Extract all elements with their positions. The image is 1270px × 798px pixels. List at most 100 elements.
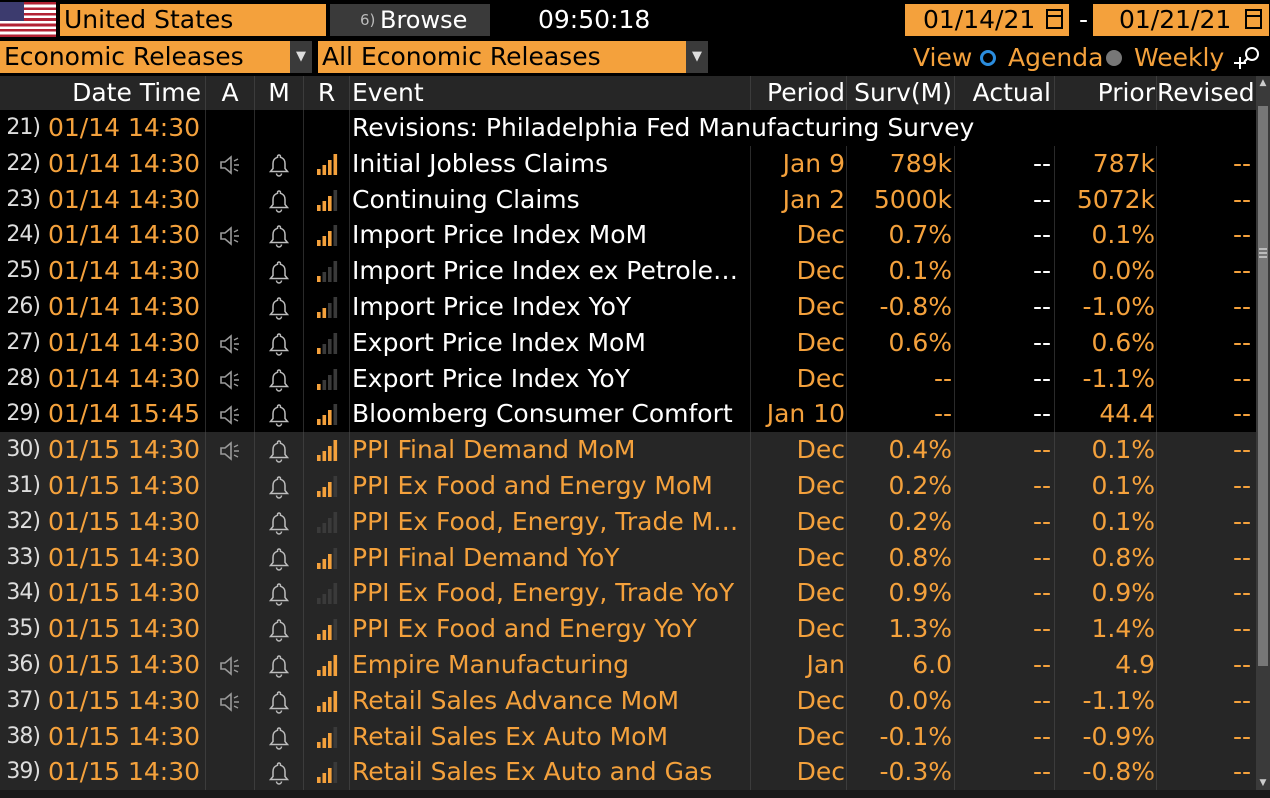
alert-cell[interactable] <box>206 754 254 790</box>
alert-cell[interactable] <box>206 540 254 576</box>
vertical-scrollbar[interactable]: ▲ ▼ <box>1256 76 1270 790</box>
table-row[interactable]: 28) 01/14 14:30 Export Price Index YoY Dec -… <box>0 360 1270 397</box>
scrollbar-thumb[interactable] <box>1258 106 1268 666</box>
bell-icon[interactable] <box>268 224 290 249</box>
row-number[interactable]: 29) <box>6 401 41 427</box>
monitor-cell[interactable] <box>255 754 303 790</box>
speaker-icon[interactable] <box>218 441 242 461</box>
table-row[interactable]: 24) 01/14 14:30 Import Price Index MoM Dec 0… <box>0 217 1270 254</box>
monitor-cell[interactable] <box>255 182 303 218</box>
subset-dropdown[interactable]: All Economic Releases ▼ <box>318 41 708 73</box>
header-prior[interactable]: Prior <box>1097 78 1155 107</box>
table-row[interactable]: 35) 01/15 14:30 PPI Ex Food and Energy YoY… <box>0 611 1270 647</box>
table-row[interactable]: 21) 01/14 14:30 Revisions: Philadelphia Fe… <box>0 110 1270 146</box>
header-actual[interactable]: Actual <box>972 78 1051 107</box>
table-row[interactable]: 25) 01/14 14:30 Import Price Index ex Petr… <box>0 253 1270 289</box>
speaker-icon[interactable] <box>218 334 242 354</box>
row-event[interactable]: PPI Ex Food and Energy YoY <box>352 614 697 644</box>
row-event[interactable]: Retail Sales Ex Auto and Gas <box>352 757 713 787</box>
bell-icon[interactable] <box>268 547 290 571</box>
row-event[interactable]: PPI Ex Food, Energy, Trade Mo… <box>352 506 750 536</box>
row-number[interactable]: 37) <box>6 687 41 713</box>
table-row[interactable]: 32) 01/15 14:30 PPI Ex Food, Energy, Trade… <box>0 503 1270 540</box>
speaker-icon[interactable] <box>218 369 242 390</box>
header-event[interactable]: Event <box>352 78 424 107</box>
monitor-cell[interactable] <box>255 146 303 182</box>
monitor-cell[interactable] <box>255 361 303 397</box>
table-row[interactable]: 27) 01/14 14:30 Export Price Index MoM Dec 0… <box>0 324 1270 361</box>
bell-icon[interactable] <box>268 582 290 607</box>
row-number[interactable]: 30) <box>6 437 41 463</box>
header-datetime[interactable]: Date Time <box>72 78 201 107</box>
row-event[interactable]: PPI Final Demand MoM <box>352 435 636 465</box>
monitor-cell[interactable] <box>255 719 303 755</box>
row-event[interactable]: PPI Final Demand YoY <box>352 542 620 572</box>
table-row[interactable]: 29) 01/14 15:45 Bloomberg Consumer Comfort… <box>0 396 1270 433</box>
table-row[interactable]: 31) 01/15 14:30 PPI Ex Food and Energy MoM… <box>0 467 1270 504</box>
speaker-icon[interactable] <box>218 155 242 175</box>
monitor-cell[interactable] <box>255 289 303 325</box>
table-row[interactable]: 39) 01/15 14:30 Retail Sales Ex Auto and G… <box>0 754 1270 791</box>
bell-icon[interactable] <box>268 761 290 786</box>
bell-icon[interactable] <box>268 475 290 499</box>
row-number[interactable]: 28) <box>6 365 41 391</box>
row-number[interactable]: 38) <box>6 723 41 749</box>
speaker-icon[interactable] <box>218 692 242 712</box>
monitor-cell[interactable] <box>255 575 303 611</box>
monitor-cell[interactable] <box>255 468 303 504</box>
row-number[interactable]: 22) <box>6 150 41 176</box>
weekly-label[interactable]: Weekly <box>1134 43 1225 72</box>
header-relevance[interactable]: R <box>317 78 336 107</box>
row-number[interactable]: 23) <box>6 186 41 212</box>
alert-cell[interactable] <box>206 217 254 253</box>
table-row[interactable]: 26) 01/14 14:30 Import Price Index YoY Dec -… <box>0 288 1270 325</box>
row-event[interactable]: PPI Ex Food, Energy, Trade YoY <box>352 578 735 608</box>
monitor-cell[interactable] <box>255 611 303 647</box>
alert-cell[interactable] <box>206 504 254 540</box>
header-monitor[interactable]: M <box>268 78 290 107</box>
row-number[interactable]: 31) <box>6 472 41 498</box>
calendar-icon[interactable] <box>1245 9 1262 29</box>
monitor-cell[interactable] <box>255 217 303 253</box>
alert-cell[interactable] <box>206 361 254 397</box>
zoom-search-icon[interactable] <box>1232 45 1262 73</box>
row-number[interactable]: 32) <box>6 508 41 534</box>
table-row[interactable]: 38) 01/15 14:30 Retail Sales Ex Auto MoM De… <box>0 718 1270 755</box>
row-number[interactable]: 27) <box>6 329 41 355</box>
alert-cell[interactable] <box>206 647 254 683</box>
bell-icon[interactable] <box>268 153 290 177</box>
row-number[interactable]: 35) <box>6 616 41 642</box>
row-number[interactable]: 39) <box>6 759 41 785</box>
bell-icon[interactable] <box>268 403 290 428</box>
bell-icon[interactable] <box>268 511 290 535</box>
weekly-radio[interactable] <box>1106 50 1122 66</box>
agenda-radio[interactable] <box>980 50 996 66</box>
scroll-up-icon[interactable]: ▲ <box>1259 78 1267 88</box>
speaker-icon[interactable] <box>218 226 242 247</box>
alert-cell[interactable] <box>206 575 254 611</box>
alert-cell[interactable] <box>206 683 254 719</box>
speaker-icon[interactable] <box>218 656 242 676</box>
alert-cell[interactable] <box>206 611 254 647</box>
alert-cell[interactable] <box>206 325 254 361</box>
row-event[interactable]: Empire Manufacturing <box>352 649 630 679</box>
row-number[interactable]: 34) <box>6 580 41 606</box>
row-event[interactable]: Import Price Index YoY <box>352 291 632 321</box>
row-number[interactable]: 33) <box>6 544 41 570</box>
table-row[interactable]: 23) 01/14 14:30 Continuing Claims Jan 2 5000… <box>0 181 1270 218</box>
row-number[interactable]: 21) <box>6 115 41 140</box>
monitor-cell[interactable] <box>255 110 303 146</box>
bell-icon[interactable] <box>268 654 290 678</box>
header-period[interactable]: Period <box>767 78 845 107</box>
monitor-cell[interactable] <box>255 432 303 468</box>
table-row[interactable]: 36) 01/15 14:30 Empire Manufacturing Jan 6.0… <box>0 646 1270 683</box>
start-date-field[interactable]: 01/14/21 <box>905 4 1069 36</box>
monitor-cell[interactable] <box>255 647 303 683</box>
bell-icon[interactable] <box>268 439 290 463</box>
bell-icon[interactable] <box>268 189 290 213</box>
chevron-down-icon[interactable]: ▼ <box>686 41 708 73</box>
chevron-down-icon[interactable]: ▼ <box>290 41 312 73</box>
row-event[interactable]: Import Price Index ex Petrole… <box>352 256 739 286</box>
alert-cell[interactable] <box>206 468 254 504</box>
row-event[interactable]: Retail Sales Advance MoM <box>352 685 680 715</box>
